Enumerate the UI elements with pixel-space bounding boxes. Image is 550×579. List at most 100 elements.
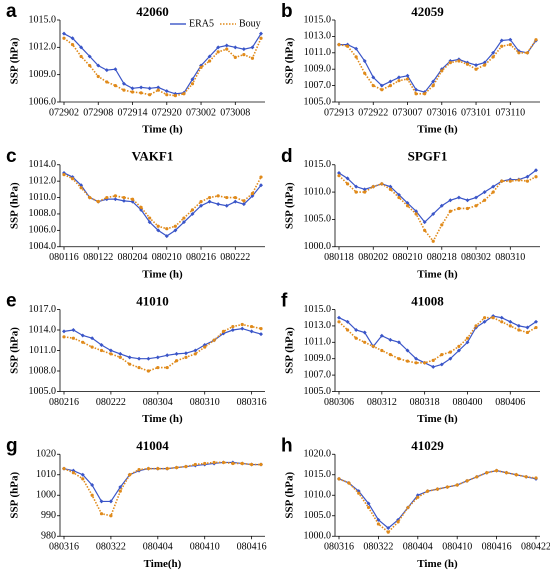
point: [147, 86, 152, 91]
x-tick-label: 080116: [49, 252, 79, 263]
point: [137, 468, 141, 472]
point: [99, 512, 104, 516]
panel: c VAKF1 SSP (hPa) Time (h) 1004.0 1006.0 1008.…: [6, 146, 265, 280]
point: [71, 336, 75, 340]
y-tick-label: 1010.0: [304, 186, 332, 197]
point: [426, 489, 430, 493]
point: [495, 469, 499, 473]
panel-label: h: [281, 435, 293, 456]
point: [379, 83, 384, 88]
point: [242, 53, 246, 57]
point: [190, 82, 195, 86]
y-tick-label: 1007.0: [304, 80, 332, 91]
y-tick-label: 1005.0: [304, 386, 332, 397]
x-tick-label: 080122: [83, 252, 113, 263]
point: [397, 357, 401, 361]
point: [225, 195, 229, 200]
point: [431, 211, 436, 216]
point: [465, 198, 470, 203]
point: [431, 239, 435, 243]
point: [249, 329, 254, 334]
point: [345, 328, 350, 332]
point: [164, 89, 169, 94]
point: [173, 224, 177, 228]
y-tick-label: 1008.0: [29, 208, 57, 219]
point: [422, 220, 427, 225]
point: [233, 195, 237, 200]
point: [337, 174, 341, 178]
series-line: [63, 172, 262, 237]
series-line: [338, 315, 537, 368]
point: [406, 505, 410, 510]
panel-label: e: [6, 291, 17, 312]
point: [371, 344, 375, 348]
panel: e 41010 SSP (hPa) Time (h) 1005.0 1008.0 1011.…: [6, 291, 267, 426]
point: [423, 361, 427, 365]
point: [514, 473, 518, 477]
point: [475, 475, 479, 479]
point: [405, 73, 410, 78]
x-axis-label: Time (h): [417, 558, 458, 570]
point: [109, 352, 113, 356]
y-tick-label: 1014.0: [29, 159, 57, 170]
y-tick-label: 1005.0: [29, 386, 57, 397]
point: [440, 69, 444, 73]
x-tick-label: 080210: [152, 252, 182, 263]
point: [431, 79, 436, 84]
chart-title: 41029: [411, 438, 444, 453]
point: [242, 199, 246, 203]
x-tick-label: 080310: [495, 252, 525, 263]
point: [250, 462, 254, 467]
y-axis-label: SSP (hPa): [284, 37, 296, 84]
point: [88, 195, 92, 200]
point: [397, 195, 401, 200]
point: [500, 179, 504, 183]
x-tick-label: 080404: [143, 542, 173, 553]
point: [345, 44, 350, 48]
point: [90, 336, 95, 341]
point: [156, 467, 160, 471]
point: [118, 351, 123, 356]
point: [130, 86, 135, 91]
y-tick-label: 1017.0: [29, 304, 57, 315]
point: [414, 361, 418, 365]
x-tick-label: 072914: [118, 107, 148, 118]
point: [482, 319, 487, 324]
point: [516, 323, 521, 328]
point: [130, 197, 135, 201]
y-tick-label: 1015.0: [304, 14, 332, 25]
panel: a 42060 SSP (hPa) Time (h) 1006.0 1009.0 1012.…: [6, 1, 265, 136]
point: [380, 182, 384, 186]
point: [508, 324, 512, 328]
x-tick-label: 080216: [49, 397, 79, 408]
point: [388, 337, 393, 342]
y-tick-label: 1006.0: [29, 96, 57, 107]
chart-title: SPGF1: [408, 149, 448, 164]
point: [483, 198, 487, 202]
x-tick-label: 073101: [461, 107, 491, 118]
point: [99, 499, 104, 504]
x-tick-label: 080400: [452, 397, 482, 408]
point: [500, 320, 504, 324]
point: [388, 79, 393, 84]
point: [121, 198, 126, 203]
point: [380, 88, 384, 92]
x-tick-label: 080218: [427, 252, 457, 263]
chart-title: 41010: [136, 293, 169, 308]
x-tick-label: 072908: [83, 107, 113, 118]
y-tick-label: 1000.0: [304, 241, 332, 252]
point: [122, 88, 126, 92]
chart-title: 42060: [136, 4, 169, 19]
point: [474, 63, 479, 68]
x-tick-label: 073008: [220, 107, 250, 118]
x-tick-label: 072922: [358, 107, 388, 118]
x-axis-label: Time (h): [142, 413, 183, 425]
point: [435, 487, 440, 491]
point: [241, 47, 246, 52]
point: [448, 61, 452, 65]
point: [363, 71, 367, 75]
point: [221, 329, 226, 333]
y-tick-label: 1013.0: [304, 31, 332, 42]
point: [508, 179, 512, 183]
x-tick-label: 073016: [427, 107, 457, 118]
